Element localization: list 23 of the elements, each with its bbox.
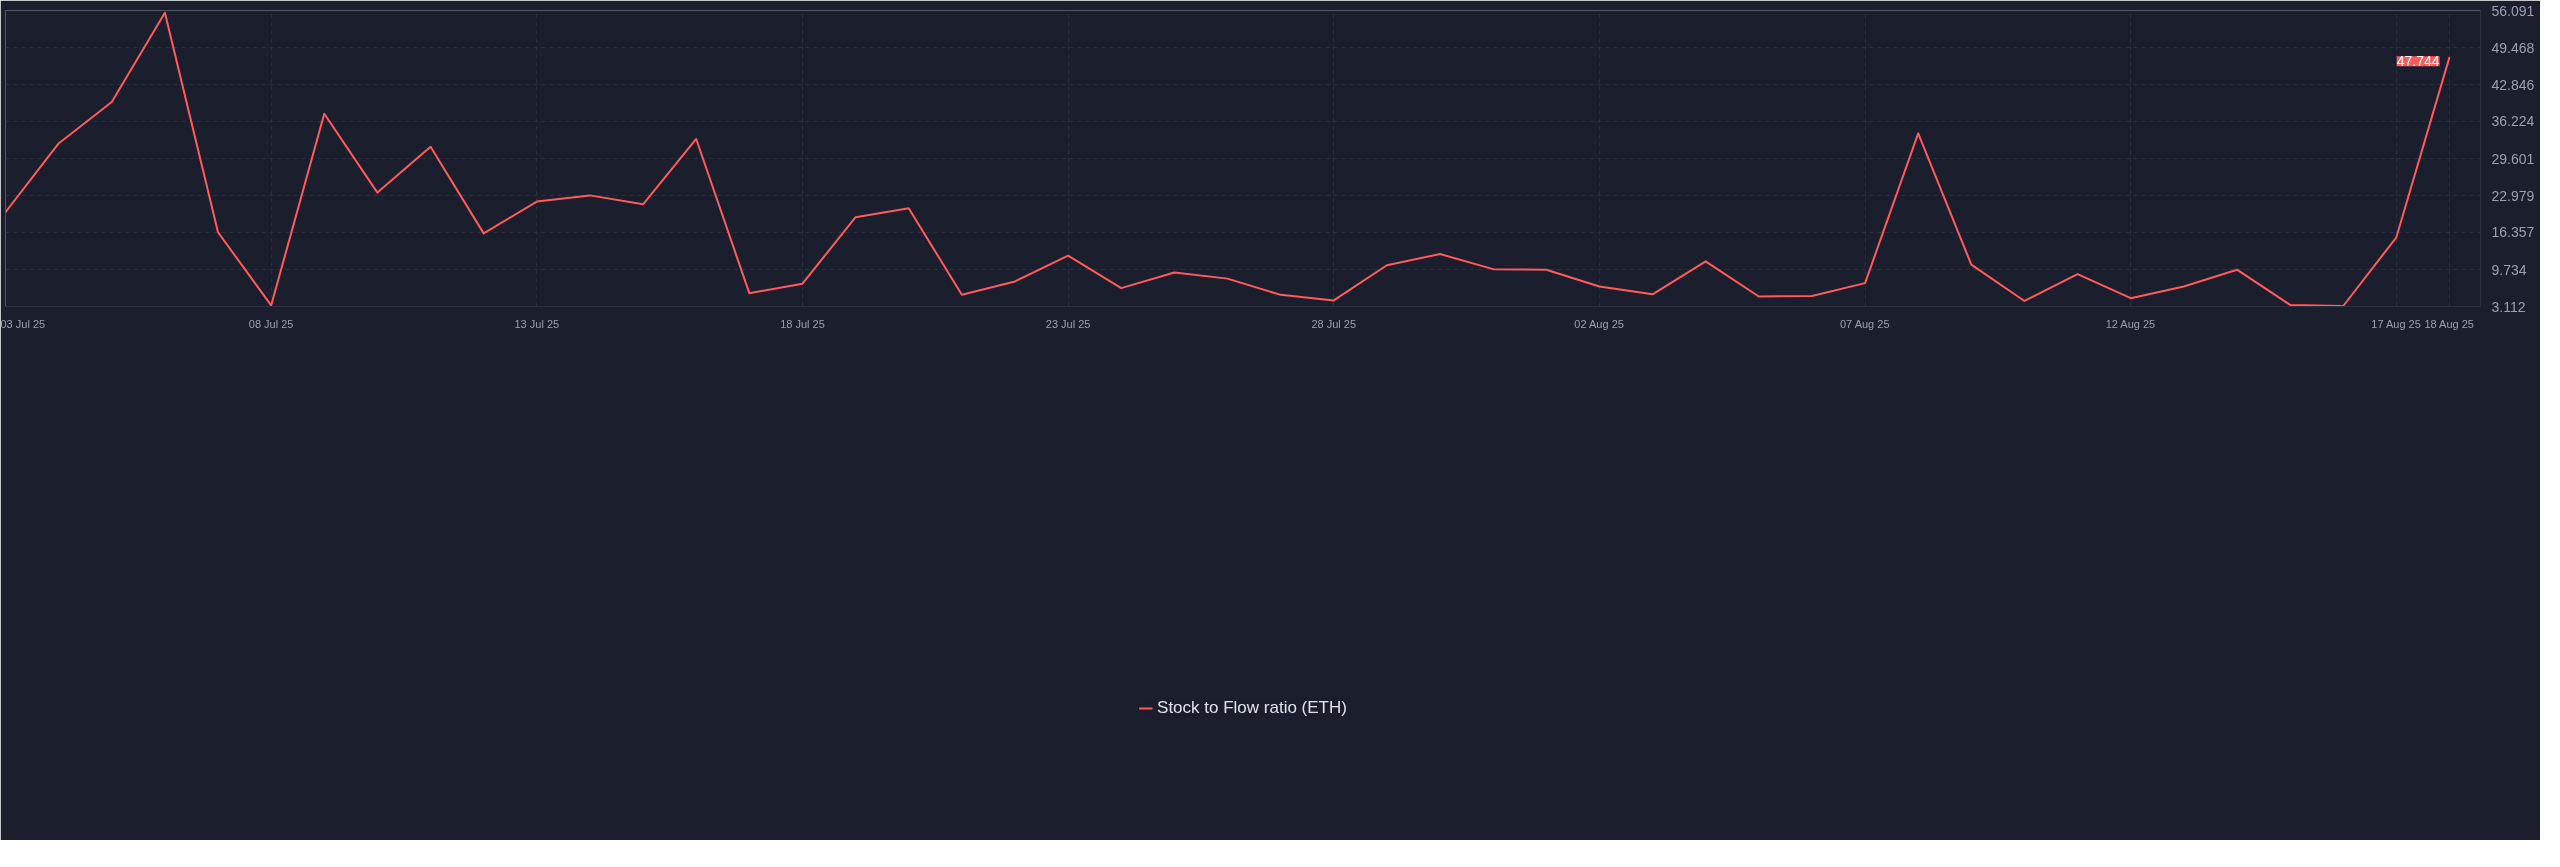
- legend-label: Stock to Flow ratio (ETH): [1157, 698, 1347, 718]
- x-tick-label: 03 Jul 25: [0, 317, 46, 330]
- x-tick-label: 12 Aug 25: [2105, 317, 2156, 330]
- line-series: [5, 11, 2451, 307]
- y-tick-label: 42.846: [2491, 76, 2535, 93]
- x-tick-label: 13 Jul 25: [514, 317, 560, 330]
- y-tick-label: 56.091: [2491, 2, 2535, 19]
- x-tick-label: 17 Aug 25: [2371, 317, 2421, 330]
- x-tick-label: 28 Jul 25: [1311, 317, 1357, 330]
- y-tick-label: 16.357: [2491, 224, 2535, 241]
- x-tick-label: 23 Jul 25: [1045, 317, 1091, 330]
- y-tick-label: 29.601: [2491, 150, 2535, 167]
- y-tick-label: 22.979: [2491, 187, 2535, 204]
- x-tick-label: 18 Aug 25: [2424, 317, 2474, 330]
- y-tick-label: 3.112: [2491, 298, 2526, 315]
- x-tick-label: 18 Jul 25: [780, 317, 825, 330]
- x-tick-label: 08 Jul 25: [248, 317, 294, 330]
- annotation: 47.744: [2396, 53, 2440, 70]
- y-tick-label: 9.734: [2491, 261, 2527, 278]
- y-tick-label: 36.224: [2491, 113, 2535, 130]
- x-tick-label: 02 Aug 25: [1574, 317, 1624, 330]
- y-tick-label: 49.468: [2491, 39, 2535, 56]
- x-tick-label: 07 Aug 25: [1839, 317, 1890, 330]
